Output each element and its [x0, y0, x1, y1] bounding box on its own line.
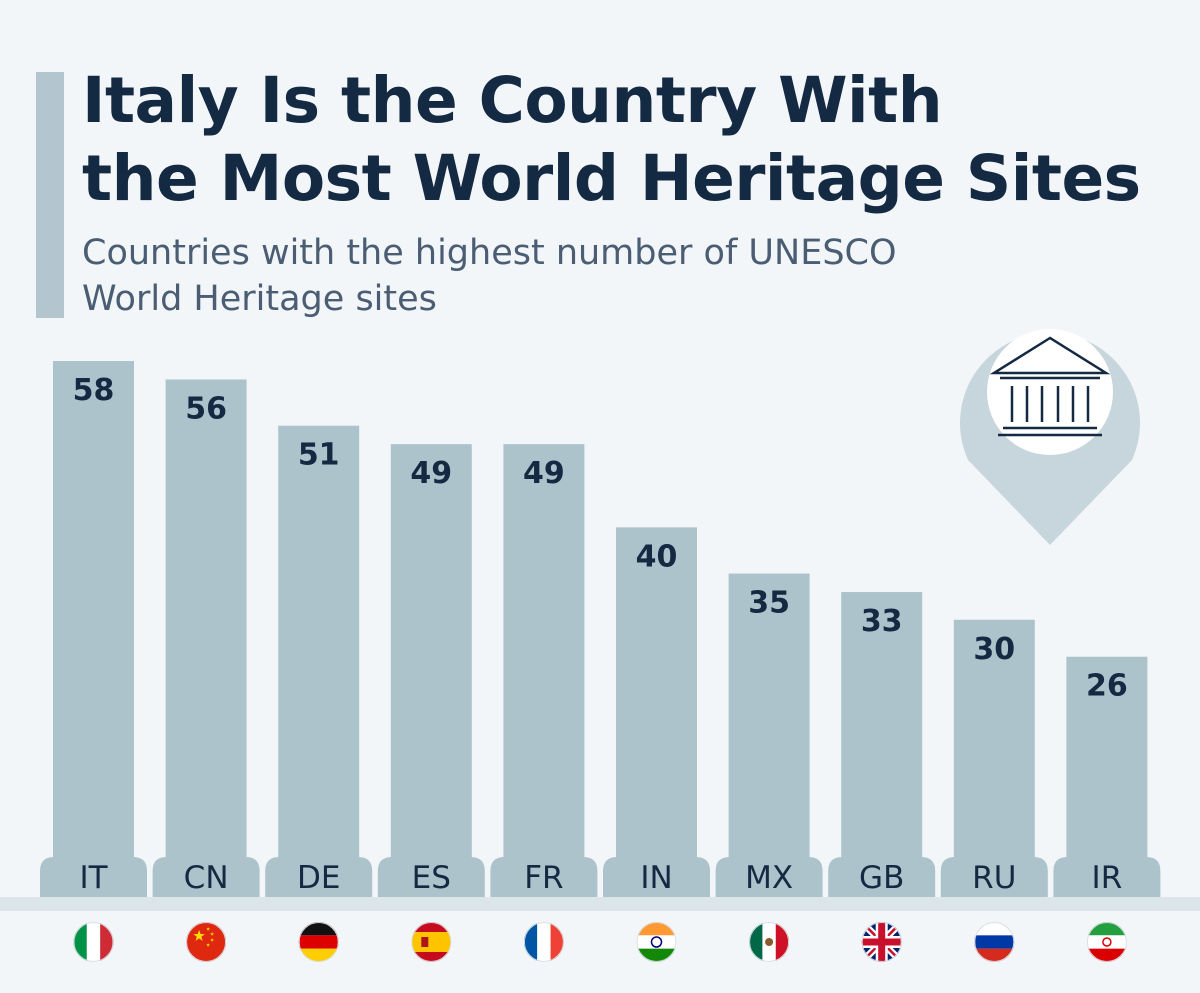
bar-foot-cn — [152, 857, 260, 897]
flag-icon-cn — [186, 922, 227, 962]
value-label-mx: 35 — [748, 586, 790, 621]
tick-label-cn: CN — [184, 860, 229, 896]
bar-group-es: 49 ES — [377, 444, 485, 897]
bar-ir — [1066, 656, 1148, 897]
bar-group-it: 58 IT — [40, 361, 147, 897]
bar-group-in: 40 IN — [603, 527, 710, 897]
bar-foot-it — [40, 857, 147, 897]
bar-group-ru: 30 RU — [940, 619, 1048, 897]
axis-strip — [0, 897, 1200, 911]
value-label-es: 49 — [410, 456, 452, 491]
value-label-it: 58 — [73, 373, 115, 408]
value-label-gb: 33 — [861, 604, 903, 639]
value-label-in: 40 — [636, 539, 678, 574]
flag-icon-mx — [749, 922, 790, 962]
bar-group-ir: 26 IR — [1053, 656, 1161, 897]
bar-mx — [728, 573, 810, 897]
bar-foot-gb — [828, 857, 936, 897]
bar-foot-fr — [490, 857, 598, 897]
flag-icon-fr — [523, 922, 564, 962]
museum-building-icon — [989, 336, 1111, 437]
flag-icon-ir — [1086, 922, 1127, 962]
bar-gb — [841, 592, 923, 897]
value-label-ru: 30 — [973, 632, 1015, 667]
value-label-fr: 49 — [523, 456, 565, 491]
title-accent-bar — [36, 72, 64, 318]
bar-foot-ir — [1053, 857, 1161, 897]
chart-subtitle: Countries with the highest number of UNE… — [82, 230, 982, 322]
bar-foot-in — [603, 857, 710, 897]
flag-icon-es — [411, 922, 452, 962]
tick-label-es: ES — [412, 860, 451, 896]
tick-label-it: IT — [79, 860, 108, 896]
tick-label-fr: FR — [524, 860, 563, 896]
subtitle-line-2: World Heritage sites — [82, 279, 437, 319]
subtitle-line-1: Countries with the highest number of UNE… — [82, 233, 897, 273]
bar-foot-de — [265, 857, 373, 897]
value-label-ir: 26 — [1086, 669, 1128, 704]
bar-foot-mx — [715, 857, 823, 897]
bars-group: 58 IT 56 CN 51 DE 49 ES 49 FR 40 IN 35 MX 33 GB 30 RU 26 IR — [40, 361, 1161, 897]
title-line-1: Italy Is the Country With — [82, 64, 943, 137]
tick-label-gb: GB — [859, 860, 904, 896]
value-label-cn: 56 — [185, 391, 227, 426]
chart-title: Italy Is the Country With the Most World… — [82, 62, 1182, 218]
axis-strip-line — [0, 897, 1200, 911]
tick-label-in: IN — [640, 860, 672, 896]
bar-foot-es — [377, 857, 485, 897]
flag-icon-in — [636, 922, 677, 962]
bar-cn — [165, 379, 247, 897]
bar-in — [616, 527, 697, 897]
tick-label-mx: MX — [745, 860, 793, 896]
flag-icon-ru — [974, 922, 1015, 962]
map-pin-icon — [960, 329, 1141, 545]
tick-label-de: DE — [297, 860, 340, 896]
flag-icon-it — [73, 922, 114, 962]
value-label-de: 51 — [298, 438, 340, 473]
bar-fr — [503, 444, 585, 897]
flag-icon-gb — [861, 922, 902, 962]
tick-label-ru: RU — [972, 860, 1016, 896]
bar-ru — [953, 619, 1035, 897]
bar-foot-ru — [940, 857, 1048, 897]
bar-es — [390, 444, 472, 897]
bar-group-gb: 33 GB — [828, 592, 936, 897]
bar-de — [278, 425, 360, 897]
bar-group-mx: 35 MX — [715, 573, 823, 897]
bar-group-cn: 56 CN — [152, 379, 260, 897]
flag-icon-de — [298, 922, 339, 962]
bar-group-de: 51 DE — [265, 425, 373, 897]
tick-label-ir: IR — [1092, 860, 1123, 896]
bar-group-fr: 49 FR — [490, 444, 598, 897]
flags-group — [73, 922, 1127, 962]
title-line-2: the Most World Heritage Sites — [82, 142, 1141, 215]
bar-it — [53, 361, 134, 897]
